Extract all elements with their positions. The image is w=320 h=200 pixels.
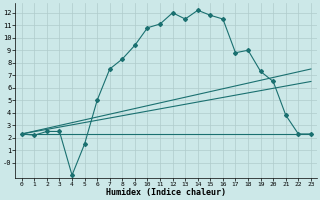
X-axis label: Humidex (Indice chaleur): Humidex (Indice chaleur) bbox=[106, 188, 226, 197]
